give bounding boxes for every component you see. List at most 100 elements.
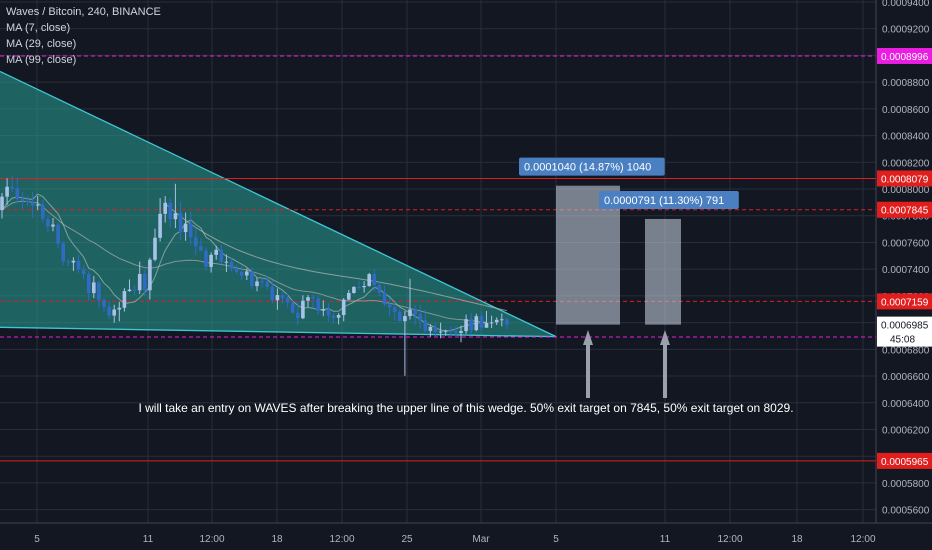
time-tick-label: 11	[660, 534, 671, 545]
candle-body	[443, 330, 448, 332]
time-tick-label: 12:00	[850, 534, 875, 545]
candle-body	[143, 273, 147, 291]
candle-body	[183, 223, 188, 233]
wedge-upper-line	[0, 70, 557, 338]
candle-body	[219, 249, 224, 262]
legend-symbol: Waves / Bitcoin, 240, BINANCE	[6, 6, 161, 18]
candle-body	[122, 291, 127, 308]
bar-countdown-label: 45:08	[890, 335, 915, 346]
candle-body	[336, 315, 341, 318]
candle-body	[245, 271, 249, 276]
legend-ma29: MA (29, close)	[6, 38, 77, 50]
candle-body	[392, 307, 397, 312]
candle-body	[158, 213, 162, 238]
time-tick-label: Mar	[472, 534, 490, 545]
time-tick-label: 18	[271, 534, 283, 545]
up-arrow	[583, 330, 593, 398]
last-price-tag	[877, 316, 932, 347]
candle-body	[20, 199, 25, 201]
candle-body	[71, 260, 76, 263]
candle-body	[86, 274, 91, 294]
level-price-label: 0.0008079	[881, 174, 929, 185]
candle-body	[505, 319, 509, 325]
candle-body	[188, 223, 193, 238]
legend: Waves / Bitcoin, 240, BINANCE MA (7, clo…	[6, 4, 161, 68]
level-price-tag	[877, 293, 932, 310]
level-price-tag	[877, 170, 932, 187]
candle-body	[275, 295, 280, 301]
candle-body	[239, 271, 244, 276]
candle-body	[5, 186, 9, 197]
time-tick-label: 25	[401, 534, 413, 545]
ma7-line	[1, 193, 487, 332]
candle-body	[163, 202, 167, 214]
candle-body	[66, 261, 71, 263]
price-axis: 0.00094000.00092000.00090000.00088000.00…	[875, 0, 932, 550]
candle-body	[107, 306, 111, 316]
candle-body	[194, 237, 198, 247]
candle-body	[285, 297, 290, 303]
candle-body	[76, 260, 81, 270]
candle-body	[148, 259, 152, 291]
candle-body	[311, 297, 315, 299]
price-tick-label: 0.0008200	[882, 158, 930, 169]
candle-body	[255, 281, 259, 287]
candle-body	[479, 316, 484, 328]
candle-body	[117, 307, 122, 310]
candle-body	[316, 298, 320, 311]
candle-body	[214, 249, 218, 255]
price-tick-label: 0.0008800	[882, 78, 930, 89]
candle-body	[265, 281, 269, 287]
price-tick-label: 0.0009200	[882, 25, 930, 36]
candle-body	[306, 297, 310, 301]
candle-body	[92, 282, 96, 294]
candle-body	[484, 322, 489, 328]
price-tick-label: 0.0006600	[882, 372, 930, 383]
price-tick-label: 0.0008600	[882, 105, 930, 116]
candle-body	[500, 319, 504, 321]
candle-body	[132, 289, 137, 291]
wedge-pattern	[0, 70, 557, 338]
annotation-text: I will take an entry on WAVES after brea…	[138, 401, 793, 415]
candle-body	[229, 261, 234, 269]
time-tick-label: 5	[34, 534, 40, 545]
wedge-lower-line	[0, 326, 557, 338]
candle-body	[423, 320, 428, 331]
target-label-bg	[599, 190, 739, 209]
candle-body	[367, 274, 371, 287]
candle-body	[352, 286, 356, 293]
level-price-label: 0.0008996	[881, 52, 929, 63]
candle-body	[296, 312, 300, 319]
candle-body	[199, 246, 203, 251]
level-price-tag	[877, 47, 932, 64]
target-label-bg	[519, 157, 665, 176]
time-axis: 5 11 12:00 18 12:00 25 Mar 5 11 12:00 18 12:00	[0, 522, 932, 545]
candle-body	[290, 302, 295, 313]
candle-body	[403, 316, 407, 322]
candle-body	[15, 188, 20, 200]
candle-body	[0, 196, 4, 211]
level-price-label: 0.0005965	[881, 457, 929, 468]
price-tick-label: 0.0005600	[882, 506, 930, 517]
candle-body	[413, 309, 417, 315]
candle-body	[173, 213, 178, 220]
candle-body	[178, 213, 183, 233]
candle-body	[428, 326, 433, 331]
candle-body	[41, 204, 45, 219]
level-price-tag	[877, 201, 932, 218]
candle-body	[153, 237, 157, 260]
candle-body	[10, 186, 14, 189]
level-price-label: 0.0007159	[881, 297, 929, 308]
price-tick-label: 0.0006400	[882, 399, 930, 410]
candle-body	[347, 292, 351, 300]
price-tick-label: 0.0007600	[882, 238, 930, 249]
candle-body	[112, 309, 116, 316]
ma99-line	[164, 203, 508, 312]
candle-body	[35, 204, 40, 206]
candle-body	[46, 218, 50, 227]
time-tick-label: 5	[553, 534, 559, 545]
target-label: 0.0001040 (14.87%) 1040	[524, 162, 651, 174]
candle-body	[321, 309, 326, 311]
time-tick-label: 12:00	[717, 534, 742, 545]
